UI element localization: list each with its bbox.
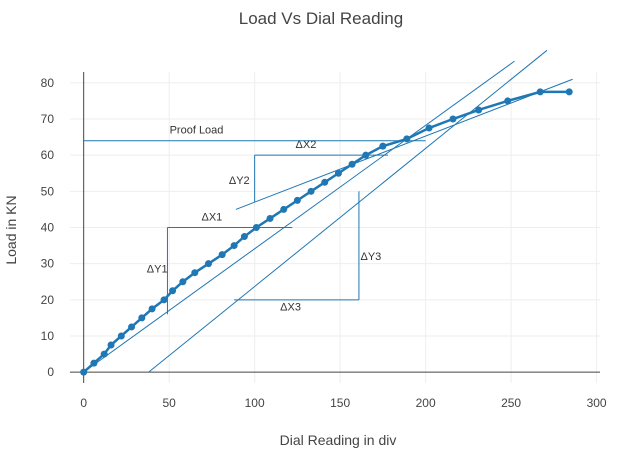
data-point [252, 224, 260, 231]
x-tick-label: 200 [416, 396, 436, 410]
data-point [148, 305, 156, 313]
x-tick-label: 100 [245, 396, 265, 410]
data-point [117, 332, 125, 340]
data-point [240, 233, 248, 241]
reference-lines [83, 49, 573, 373]
y-tick-label: 60 [41, 148, 55, 162]
x-tick-label: 0 [80, 396, 87, 410]
data-point [565, 88, 573, 96]
data-point [348, 160, 356, 168]
data-point [90, 359, 98, 367]
data-point [362, 151, 370, 159]
data-point [138, 314, 146, 322]
data-point [128, 323, 136, 331]
x-tick-label: 250 [501, 396, 521, 410]
x-tick-label: 150 [330, 396, 350, 410]
data-point [179, 278, 187, 286]
data-point [204, 260, 212, 268]
annotations: Proof Load ΔX1 ΔY1 ΔX2 ΔY2 ΔX3 ΔY3 [147, 124, 382, 313]
y-tick-label: 70 [41, 112, 55, 126]
y-tick-label: 30 [41, 257, 55, 271]
data-series [80, 88, 573, 376]
data-point [504, 97, 512, 105]
y-tick-label: 40 [41, 221, 55, 235]
data-point [334, 169, 342, 177]
data-point [403, 135, 411, 143]
data-point [191, 269, 199, 277]
annotation-label: Proof Load [170, 124, 224, 136]
data-point [280, 205, 288, 213]
data-point [425, 124, 433, 132]
annotation-label: ΔY3 [360, 251, 381, 263]
x-tick-label: 50 [162, 396, 176, 410]
data-point [230, 242, 238, 250]
data-point [321, 178, 329, 186]
data-point [293, 196, 301, 204]
x-tick-label: 300 [587, 396, 607, 410]
series-line [82, 90, 570, 374]
data-point [536, 88, 544, 96]
x-axis-label: Dial Reading in div [280, 432, 397, 448]
y-tick-label: 0 [47, 365, 54, 379]
data-point [160, 296, 168, 304]
data-point [107, 341, 115, 349]
data-point [218, 251, 226, 259]
y-tick-label: 80 [41, 76, 55, 90]
data-point [475, 106, 483, 114]
annotation-label: ΔX1 [201, 211, 222, 223]
data-point [100, 350, 108, 358]
annotation-label: ΔX2 [296, 139, 317, 151]
reference-line [148, 49, 548, 373]
data-point [449, 115, 457, 123]
data-point [307, 187, 315, 195]
tick-labels: 0 50 100 150 200 250 300 0 10 20 30 40 50 60 70 80 [41, 76, 607, 410]
reference-line [235, 78, 573, 210]
data-point [379, 142, 387, 150]
annotation-label: ΔY1 [147, 264, 168, 276]
y-tick-label: 10 [41, 329, 55, 343]
construction-lines [83, 140, 426, 315]
gridlines [70, 72, 600, 383]
data-point [266, 214, 274, 222]
annotation-label: ΔY2 [229, 175, 250, 187]
chart-title: Load Vs Dial Reading [239, 9, 403, 28]
y-tick-label: 50 [41, 184, 55, 198]
annotation-label: ΔX3 [280, 302, 301, 314]
y-tick-label: 20 [41, 293, 55, 307]
data-point [80, 368, 88, 376]
reference-line [83, 60, 515, 373]
data-point [169, 287, 177, 295]
y-axis-label: Load in KN [3, 195, 19, 264]
